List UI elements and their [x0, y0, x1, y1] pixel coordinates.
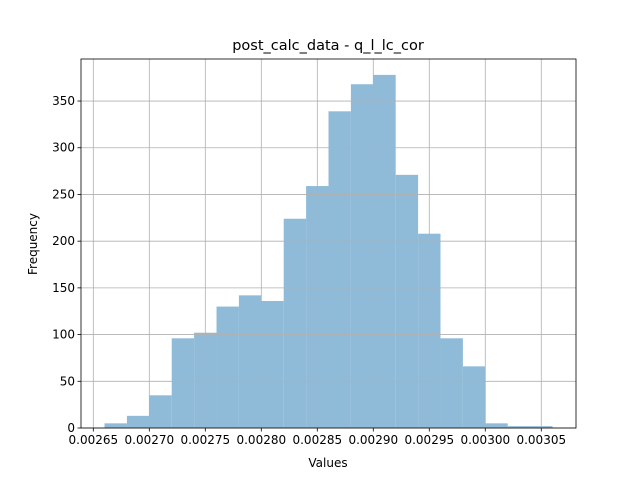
- x-tick-label: 0.00270: [125, 433, 175, 447]
- x-tick-label: 0.00285: [292, 433, 342, 447]
- y-tick-label: 300: [52, 141, 75, 155]
- chart-title: post_calc_data - q_l_lc_cor: [232, 38, 424, 54]
- bar: [350, 84, 374, 429]
- bar: [395, 174, 419, 428]
- y-tick-label: 150: [52, 281, 75, 295]
- bar: [485, 423, 508, 428]
- x-tick-label: 0.00295: [404, 433, 454, 447]
- bar: [238, 295, 262, 428]
- y-tick-label: 350: [52, 94, 75, 108]
- bar: [373, 74, 396, 428]
- y-axis-label: Frequency: [26, 213, 40, 275]
- bar: [104, 423, 127, 428]
- bar: [126, 415, 150, 428]
- bar: [171, 338, 195, 428]
- bar: [149, 395, 172, 428]
- x-tick-label: 0.00280: [236, 433, 286, 447]
- bar: [283, 218, 307, 428]
- bar: [216, 306, 239, 428]
- y-tick-label: 50: [60, 374, 75, 388]
- x-tick-label: 0.00305: [516, 433, 566, 447]
- bar: [507, 426, 531, 428]
- x-tick-label: 0.00290: [348, 433, 398, 447]
- y-tick-label: 0: [67, 421, 75, 435]
- bar: [328, 111, 351, 428]
- y-tick-label: 100: [52, 328, 75, 342]
- bar: [261, 300, 284, 428]
- x-axis-label: Values: [308, 456, 347, 470]
- x-tick-label: 0.00275: [180, 433, 230, 447]
- x-tick-label: 0.00265: [69, 433, 119, 447]
- bar: [462, 366, 486, 428]
- plot-frame: [80, 58, 577, 429]
- y-tick-label: 200: [52, 234, 75, 248]
- bar: [440, 338, 463, 428]
- x-tick-label: 0.00300: [460, 433, 510, 447]
- y-tick-label: 250: [52, 187, 75, 201]
